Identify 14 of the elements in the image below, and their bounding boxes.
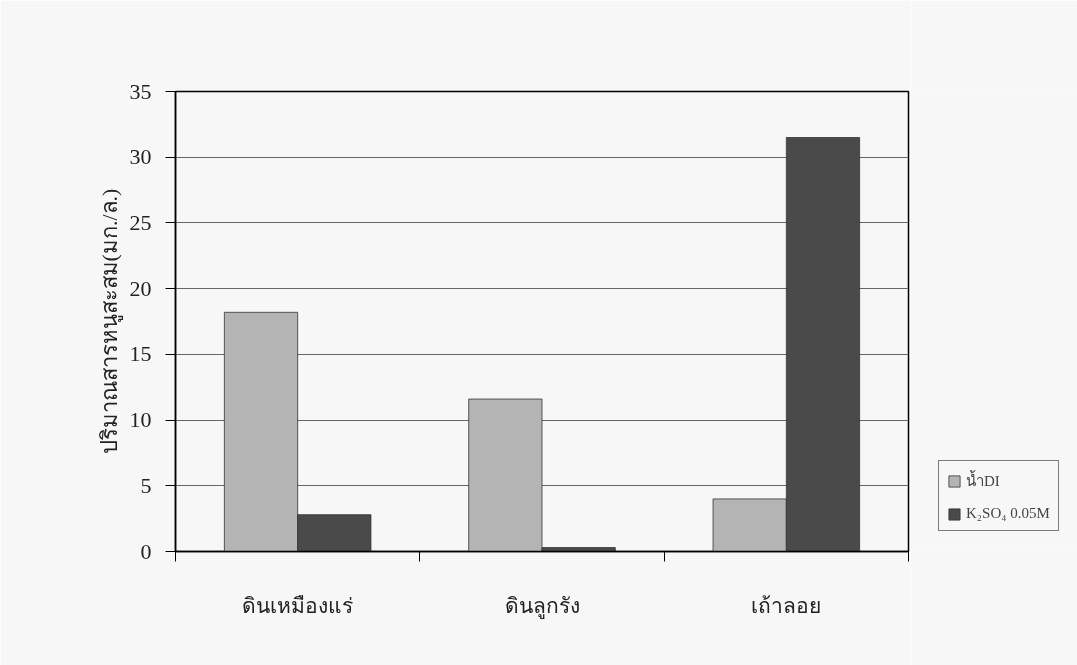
y-tick-label: 35	[129, 78, 152, 104]
y-tick-label: 5	[140, 472, 152, 498]
y-tick-label: 25	[129, 209, 152, 235]
y-tick-label: 15	[129, 341, 152, 367]
y-tick-label: 0	[140, 538, 152, 564]
x-tick-label: เถ้าลอย	[751, 593, 822, 618]
legend-label: K₂SO₄ 0.05M	[966, 505, 1050, 522]
y-tick-label: 30	[129, 144, 152, 170]
x-tick-label: ดินเหมืองแร่	[242, 593, 354, 618]
y-tick-label: 20	[129, 275, 152, 301]
y-tick-label: 10	[129, 407, 152, 433]
x-tick-label: ดินลูกรัง	[504, 593, 580, 619]
legend-label: น้ำDI	[966, 469, 1000, 491]
y-axis-title: ปริมาณสารหนูสะสม(มก./ล.)	[96, 188, 123, 455]
